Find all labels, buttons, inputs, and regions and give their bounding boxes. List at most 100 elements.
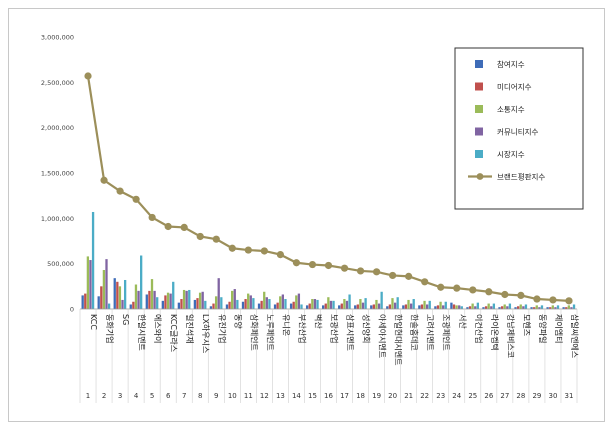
x-tick-label: 조광페인트	[442, 314, 452, 351]
legend-label: 미디어지수	[497, 82, 532, 92]
legend-swatch	[475, 82, 483, 91]
bar	[172, 281, 175, 309]
bar	[452, 304, 456, 309]
bar	[556, 305, 560, 309]
bar	[551, 305, 554, 309]
line-point	[389, 271, 397, 280]
x-tick-label: 벽산	[313, 314, 323, 329]
bar	[198, 292, 202, 309]
bar	[289, 303, 293, 309]
rank-index-label: 6	[166, 392, 171, 400]
x-tick-label: SG	[121, 314, 130, 325]
bar	[212, 303, 215, 309]
bar	[377, 303, 381, 309]
bar	[418, 305, 421, 309]
bar	[322, 305, 325, 309]
bar	[81, 295, 84, 309]
line-series-group	[84, 72, 573, 305]
bar	[313, 299, 317, 309]
line-point	[501, 290, 509, 299]
bar	[247, 293, 250, 309]
x-tick-label: 유진기업	[217, 314, 227, 343]
rank-index-label: 28	[516, 392, 525, 400]
rank-index-label: 24	[452, 392, 461, 400]
legend-swatch	[475, 150, 483, 158]
bar	[423, 300, 426, 309]
bar	[185, 290, 188, 309]
line-point	[180, 223, 188, 231]
bar	[201, 291, 204, 309]
bar	[137, 290, 140, 309]
x-tick-label: 한일현대시멘트	[394, 314, 403, 366]
bar	[436, 305, 440, 309]
y-tick-label: 1,500,000	[41, 170, 74, 178]
y-tick-label: 3,000,000	[41, 34, 74, 42]
x-tick-label: LX하우시스	[201, 314, 211, 353]
bar	[474, 306, 477, 309]
x-tick-label: 보광산업	[330, 314, 340, 343]
bar	[471, 303, 474, 309]
bar	[549, 307, 552, 309]
bar	[156, 297, 159, 309]
legend-swatch	[475, 60, 483, 68]
bar	[562, 307, 565, 309]
legend-label: 시장지수	[497, 149, 525, 159]
bar	[412, 299, 415, 309]
bar	[196, 298, 199, 309]
bar	[193, 299, 197, 309]
rank-index-label: 2	[102, 392, 106, 400]
legend-label: 브랜드평판지수	[497, 172, 545, 182]
bar	[535, 305, 538, 309]
bar	[148, 290, 151, 309]
line-point	[276, 251, 284, 259]
bar	[487, 303, 490, 309]
bar	[91, 211, 95, 309]
rank-index-label: 20	[388, 392, 397, 400]
bar	[506, 306, 509, 309]
bar	[105, 259, 108, 309]
bar	[455, 305, 458, 309]
bar	[484, 306, 488, 309]
rank-index-label: 7	[182, 392, 186, 400]
bar	[567, 305, 570, 309]
bar	[348, 294, 351, 309]
bar	[113, 278, 116, 309]
line-point	[340, 264, 349, 272]
line-point	[565, 297, 573, 305]
bar	[305, 305, 309, 309]
line-point	[196, 232, 204, 241]
bar	[460, 306, 463, 309]
bar	[340, 303, 343, 309]
bar	[450, 302, 453, 309]
legend-label: 커뮤니티지수	[497, 128, 538, 137]
rank-index-label: 30	[548, 392, 557, 400]
y-tick-label: 1,000,000	[41, 215, 74, 223]
bar	[540, 305, 544, 309]
bar	[161, 300, 164, 309]
bar	[361, 302, 365, 309]
y-tick-label: 2,500,000	[41, 79, 74, 87]
bar	[295, 295, 298, 309]
bar	[508, 303, 512, 309]
rank-index-label: 12	[260, 392, 269, 400]
bar	[409, 303, 413, 309]
bar	[311, 299, 314, 309]
bar	[244, 299, 247, 309]
bar	[522, 306, 525, 309]
rank-index-label: 23	[436, 392, 445, 400]
x-tick-label: 동양	[233, 314, 242, 329]
bar	[249, 295, 252, 309]
rank-index-label: 17	[340, 392, 349, 400]
rank-index-label: 31	[565, 392, 574, 400]
bar	[265, 297, 268, 309]
x-tick-label: 삼화페인트	[249, 314, 259, 351]
bar	[468, 306, 472, 309]
line-point	[292, 259, 301, 267]
x-tick-label: KCC	[89, 314, 98, 330]
bar	[268, 299, 271, 309]
bar	[225, 304, 229, 309]
bar	[393, 302, 397, 309]
bar	[370, 305, 373, 309]
bar	[425, 304, 429, 309]
legend-label: 참여지수	[497, 59, 525, 69]
